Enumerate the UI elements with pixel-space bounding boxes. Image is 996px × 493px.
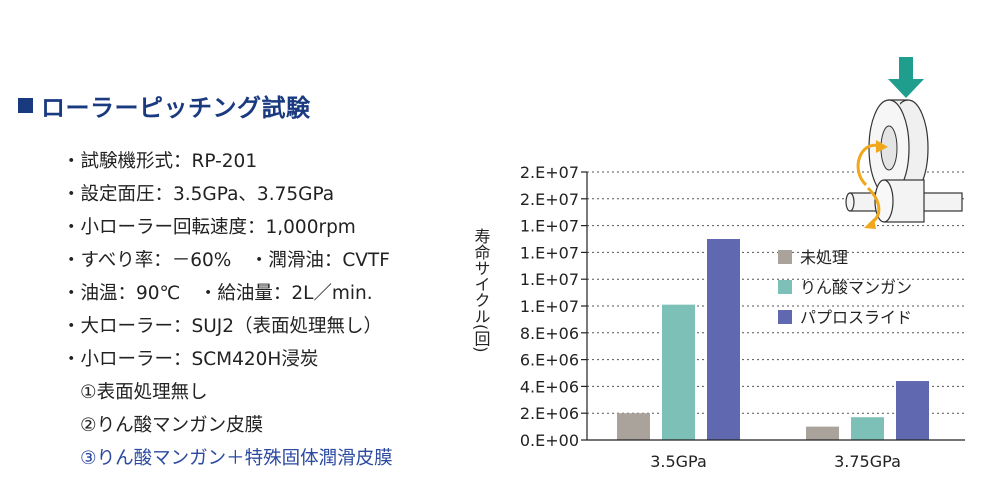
y-tick-label: 1.E+07 — [520, 297, 579, 316]
x-tick-label: 3.75GPa — [834, 452, 901, 471]
test-conditions-list: ・試験機形式：RP-201 ・設定面圧：3.5GPa、3.75GPa ・小ローラ… — [62, 145, 393, 475]
y-tick-label: 2.E+07 — [520, 190, 579, 209]
y-tick-label: 1.E+07 — [520, 243, 579, 262]
y-axis-ticks: 0.E+00 2.E+06 4.E+06 6.E+06 8.E+06 1.E+07 1.E+… — [520, 163, 587, 450]
y-tick-label: 1.E+07 — [520, 270, 579, 289]
y-tick-label: 1.E+07 — [520, 217, 579, 236]
legend-label: 未処理 — [800, 248, 848, 267]
spec-large-roller: ・大ローラー：SUJ2（表面処理無し） — [62, 316, 383, 337]
treatment-item-1: ①表面処理無し — [80, 382, 208, 403]
down-arrow-icon — [888, 79, 924, 98]
spec-small-roller: ・小ローラー：SCM420H浸炭 — [62, 349, 319, 370]
spec-contact-pressure: ・設定面圧：3.5GPa、3.75GPa — [62, 184, 335, 205]
roller-diagram — [845, 57, 963, 229]
bar — [851, 417, 884, 440]
bar — [806, 426, 839, 440]
legend-swatch — [778, 280, 792, 294]
y-tick-label: 0.E+00 — [520, 431, 579, 450]
y-tick-label: 8.E+06 — [520, 324, 579, 343]
y-axis-label: 寿命サイクル(回) — [472, 228, 491, 352]
spec-roller-speed: ・小ローラー回転速度：1,000rpm — [62, 217, 356, 238]
bar — [662, 304, 695, 440]
x-axis-ticks: 3.5GPa 3.75GPa — [650, 452, 901, 471]
chart-bars — [617, 239, 929, 440]
bar — [617, 413, 650, 440]
treatment-item-3: ③りん酸マンガン＋特殊固体潤滑皮膜 — [80, 448, 393, 469]
legend-swatch — [778, 250, 792, 264]
rotation-arrowhead-upper-icon — [876, 140, 888, 153]
x-tick-label: 3.5GPa — [650, 452, 707, 471]
spec-machine-type: ・試験機形式：RP-201 — [62, 151, 258, 172]
small-roller-shaft-end — [845, 192, 855, 212]
y-tick-label: 2.E+06 — [520, 404, 579, 423]
title-square-icon — [18, 98, 33, 113]
bar — [896, 381, 929, 440]
spec-slip-and-oil: ・すべり率：－60% ・潤滑油：CVTF — [62, 250, 390, 271]
legend-swatch — [778, 310, 792, 324]
y-tick-label: 6.E+06 — [520, 351, 579, 370]
page-title: ローラーピッチング試験 — [18, 88, 311, 123]
page-title-text: ローラーピッチング試験 — [41, 94, 311, 122]
y-tick-label: 2.E+07 — [520, 163, 579, 182]
rotation-arrowhead-lower-icon — [864, 218, 876, 229]
legend-label: パプロスライド — [800, 308, 912, 327]
spec-oil-temp-supply: ・油温：90℃ ・給油量：2L／min. — [62, 283, 373, 304]
rotation-arrow-upper-icon — [856, 143, 881, 187]
y-tick-label: 4.E+06 — [520, 377, 579, 396]
treatment-item-2: ②りん酸マンガン皮膜 — [80, 415, 264, 436]
legend-label: りん酸マンガン — [800, 278, 912, 297]
arrow-shaft — [899, 57, 913, 79]
bar — [707, 239, 740, 440]
